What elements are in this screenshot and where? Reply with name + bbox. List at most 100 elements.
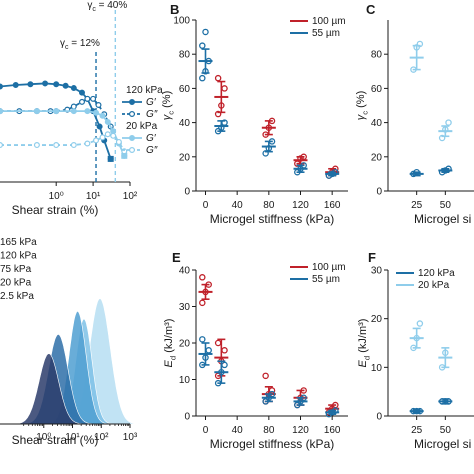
panel-a-legend-marker — [129, 135, 136, 142]
panel-a-data-point — [90, 95, 97, 102]
panel-d-x-tick-label: 10¹ — [65, 432, 80, 443]
panel-f-x-tick-label: 25 — [411, 425, 423, 436]
panel-a-x-tick-label: 10² — [123, 191, 138, 202]
panel-f-y-label: Ed (kJ/m³) — [357, 319, 371, 368]
panel-b-data-point — [221, 85, 228, 92]
panel-e-x-tick-label: 40 — [232, 425, 244, 436]
panel-b-data-point — [262, 150, 269, 157]
panel-f-legend-entry: 120 kPa — [418, 268, 455, 279]
panel-f-panel-label: F — [368, 250, 376, 265]
panel-b-data-point — [199, 42, 206, 49]
panel-e-data-point — [214, 339, 222, 347]
panel-a-data-point — [53, 142, 60, 149]
panel-a-annotation: γc = 12% — [60, 38, 100, 51]
panel-e-y-tick-label: 30 — [179, 302, 191, 313]
panel-d-legend-entry: 75 kPa — [0, 264, 32, 275]
panel-a-data-point — [0, 108, 3, 115]
panel-a-data-point — [93, 109, 100, 116]
panel-c-panel-label: C — [366, 2, 376, 17]
panel-a-data-point — [95, 101, 102, 108]
panel-a-x-tick-label: 10¹ — [86, 191, 101, 202]
panel-e-data-point — [199, 336, 206, 343]
panel-a-data-point — [0, 83, 3, 90]
panel-a-data-point — [53, 108, 60, 115]
panel-c-x-label: Microgel si — [414, 212, 471, 226]
panel-a-legend-entry: G″ — [146, 145, 158, 156]
panel-e-data-point — [262, 372, 269, 380]
panel-a-legend-title: 20 kPa — [126, 121, 158, 132]
panel-a-data-point — [27, 81, 34, 88]
panel-a-legend-marker — [129, 98, 136, 105]
panel-c-y-tick-label: 20 — [371, 152, 383, 163]
panel-e-y-tick-label: 0 — [184, 412, 190, 423]
panel-b-data-point — [214, 110, 222, 118]
panel-b-x-tick-label: 80 — [263, 200, 275, 211]
panel-b-x-tick-label: 0 — [203, 200, 209, 211]
panel-b-y-tick-label: 20 — [179, 152, 191, 163]
panel-b-panel-label: B — [170, 2, 179, 17]
panel-b-y-tick-label: 80 — [179, 50, 191, 61]
panel-e-data-point — [205, 347, 212, 354]
panel-c-y-label: γc (%) — [355, 91, 369, 121]
panel-e-data-point — [199, 274, 206, 281]
panel-a-data-point — [84, 108, 91, 115]
panel-a-legend-entry: G″ — [146, 109, 158, 120]
panel-e-data-point — [199, 299, 206, 307]
panel-e-y-label: Ed (kJ/m³) — [163, 319, 177, 368]
panel-e-panel-label: E — [172, 250, 181, 265]
panel-a-data-point — [62, 82, 69, 89]
panel-a-legend-title: 120 kPa — [126, 85, 163, 96]
panel-b-x-tick-label: 40 — [232, 200, 244, 211]
panel-a-data-point — [115, 138, 122, 145]
panel-f-y-tick-label: 20 — [371, 314, 383, 325]
panel-a-end-marker — [107, 155, 114, 162]
panel-d-x-tick-label: 10² — [94, 432, 109, 443]
panel-a-data-point — [12, 81, 19, 88]
panel-b-x-label: Microgel stiffness (kPa) — [210, 212, 334, 226]
panel-d-legend-entry: 120 kPa — [0, 251, 37, 262]
panel-a-legend-entry: G′ — [146, 133, 157, 144]
panel-c-data-point — [445, 119, 452, 126]
panel-c-y-tick-label: 60 — [371, 84, 383, 95]
panel-e-data-point — [221, 361, 228, 369]
panel-d-x-tick-label: 10⁰ — [36, 432, 51, 443]
panel-e-x-tick-label: 120 — [292, 425, 309, 436]
panel-c-y-tick-label: 80 — [371, 50, 383, 61]
panel-b-y-tick-label: 0 — [184, 187, 190, 198]
panel-b-x-tick-label: 120 — [292, 200, 309, 211]
panel-a-x-label: Shear strain (%) — [12, 203, 99, 217]
panel-a-data-point — [42, 80, 49, 87]
panel-e-x-label: Microgel stiffness (kPa) — [210, 437, 334, 451]
panel-d-legend-entry: 165 kPa — [0, 237, 37, 248]
panel-b-data-point — [199, 74, 206, 82]
panel-e-x-tick-label: 160 — [324, 425, 341, 436]
panel-a-x-tick-label: 10⁰ — [49, 191, 64, 202]
panel-c-data-point — [438, 134, 446, 142]
panel-e-y-tick-label: 20 — [179, 339, 191, 350]
panel-a-data-point — [84, 140, 91, 147]
panel-c-y-tick-label: 40 — [371, 118, 383, 129]
panel-b-legend-entry: 55 µm — [312, 28, 340, 39]
panel-f-x-label: Microgel si — [414, 437, 471, 451]
panel-d-x-label: Shear strain (%) — [12, 433, 99, 447]
panel-a-annotation: γc = 40% — [87, 0, 127, 13]
panel-a-data-point — [93, 137, 100, 144]
panel-f-data-point — [416, 320, 424, 327]
panel-d-legend-entry: 2.5 kPa — [0, 291, 34, 302]
panel-c-data-point — [416, 40, 424, 48]
panel-a-data-point — [104, 118, 111, 125]
panel-a-data-point — [33, 142, 40, 149]
panel-a-data-point — [99, 134, 106, 141]
panel-a-data-point — [70, 85, 77, 92]
panel-a-legend-entry: G′ — [146, 97, 157, 108]
panel-a-data-point — [104, 131, 111, 138]
panel-e-x-tick-label: 0 — [203, 425, 209, 436]
panel-d-legend-entry: 20 kPa — [0, 278, 32, 289]
panel-a-data-point — [99, 112, 106, 119]
panel-c-x-tick-label: 25 — [411, 200, 423, 211]
panel-f-x-tick-label: 50 — [440, 425, 452, 436]
panel-e-x-tick-label: 80 — [263, 425, 275, 436]
panel-e-legend-entry: 55 µm — [312, 274, 340, 285]
panel-d-x-tick-label: 10³ — [123, 432, 138, 443]
